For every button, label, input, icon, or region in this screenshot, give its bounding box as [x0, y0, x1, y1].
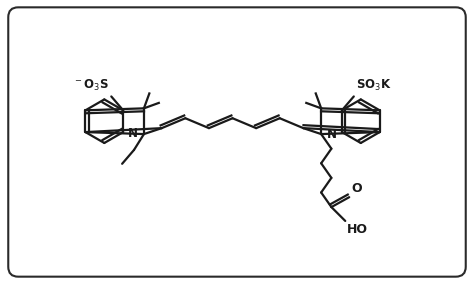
Text: $^+$N: $^+$N	[117, 126, 138, 142]
Text: O: O	[351, 182, 362, 195]
Text: SO$_3$K: SO$_3$K	[356, 78, 392, 93]
Text: HO: HO	[347, 223, 368, 236]
FancyBboxPatch shape	[8, 7, 466, 277]
Text: $^-$O$_3$S: $^-$O$_3$S	[73, 78, 109, 93]
Text: N: N	[327, 128, 337, 141]
